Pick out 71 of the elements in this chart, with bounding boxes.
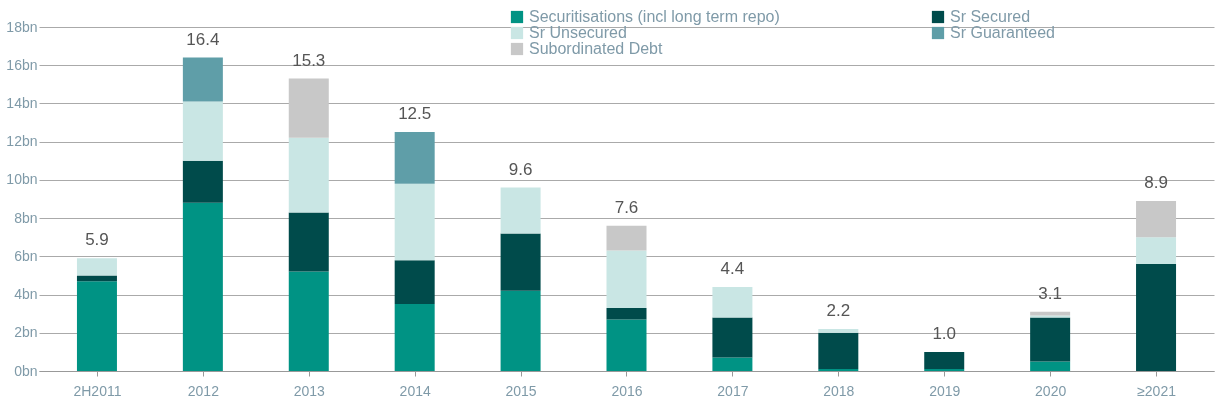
bar bbox=[606, 250, 647, 308]
bar bbox=[712, 357, 753, 371]
bar bbox=[712, 286, 753, 318]
bar bbox=[1136, 237, 1177, 264]
total-label: 4.4 bbox=[720, 258, 745, 278]
total-label: 15.3 bbox=[292, 50, 326, 70]
bar bbox=[288, 137, 329, 213]
bar bbox=[606, 225, 647, 251]
bar bbox=[1030, 311, 1071, 316]
bar bbox=[182, 202, 223, 371]
y-tick-label: 6bn bbox=[14, 247, 38, 264]
bar bbox=[1136, 200, 1177, 238]
x-tick-label: 2019 bbox=[929, 382, 961, 399]
bar bbox=[500, 233, 541, 291]
x-tick-label: 2014 bbox=[399, 382, 431, 399]
legend-label: Sr Unsecured bbox=[529, 24, 627, 41]
bar bbox=[182, 57, 223, 102]
legend-label: Sr Secured bbox=[950, 8, 1031, 25]
x-tick-label: 2017 bbox=[717, 382, 749, 399]
y-tick-label: 14bn bbox=[6, 94, 38, 111]
x-tick-label: 2015 bbox=[505, 382, 537, 399]
bar bbox=[818, 328, 859, 333]
total-label: 5.9 bbox=[85, 230, 109, 250]
bar bbox=[76, 258, 117, 276]
bar bbox=[182, 101, 223, 161]
x-tick-label: 2020 bbox=[1035, 382, 1067, 399]
bar bbox=[924, 351, 965, 370]
bar bbox=[394, 183, 435, 261]
bar bbox=[500, 187, 541, 234]
bar bbox=[818, 332, 859, 370]
y-tick-label: 10bn bbox=[6, 171, 38, 188]
x-tick-label: 2013 bbox=[293, 382, 326, 399]
bar bbox=[394, 260, 435, 305]
bar bbox=[606, 319, 647, 371]
total-label: 7.6 bbox=[614, 197, 639, 217]
total-label: 2.2 bbox=[826, 300, 851, 320]
bar bbox=[394, 132, 435, 184]
bar bbox=[1030, 317, 1071, 362]
x-tick-label: 2016 bbox=[611, 382, 643, 399]
bar bbox=[712, 317, 753, 358]
legend-label: Sr Guaranteed bbox=[950, 24, 1055, 41]
total-label: 8.9 bbox=[1144, 172, 1168, 192]
bar bbox=[606, 307, 647, 320]
total-label: 16.4 bbox=[186, 29, 220, 49]
y-tick-label: 4bn bbox=[14, 286, 38, 303]
bar bbox=[76, 275, 117, 282]
total-label: 9.6 bbox=[508, 159, 533, 179]
y-tick-label: 16bn bbox=[6, 56, 38, 73]
total-label: 12.5 bbox=[398, 104, 432, 124]
x-tick-label: 2H2011 bbox=[73, 382, 122, 399]
total-label: 3.1 bbox=[1038, 283, 1062, 303]
x-tick-label: 2018 bbox=[823, 382, 855, 399]
y-tick-label: 0bn bbox=[14, 362, 38, 379]
bar bbox=[288, 212, 329, 272]
total-label: 1.0 bbox=[932, 323, 957, 343]
y-tick-label: 2bn bbox=[14, 324, 38, 341]
y-tick-label: 8bn bbox=[14, 209, 38, 226]
bar bbox=[288, 78, 329, 138]
y-tick-label: 18bn bbox=[6, 18, 38, 35]
bar bbox=[394, 304, 435, 371]
legend-label: Securitisations (incl long term repo) bbox=[529, 8, 780, 25]
bar bbox=[182, 160, 223, 203]
bar bbox=[76, 281, 117, 371]
bar bbox=[1136, 263, 1177, 371]
bar bbox=[500, 290, 541, 371]
y-tick-label: 12bn bbox=[6, 133, 38, 150]
x-tick-label: ≥2021 bbox=[1137, 382, 1177, 399]
x-tick-label: 2012 bbox=[187, 382, 220, 399]
bar bbox=[288, 271, 329, 371]
bar bbox=[1030, 361, 1071, 371]
legend-label: Subordinated Debt bbox=[529, 40, 663, 57]
